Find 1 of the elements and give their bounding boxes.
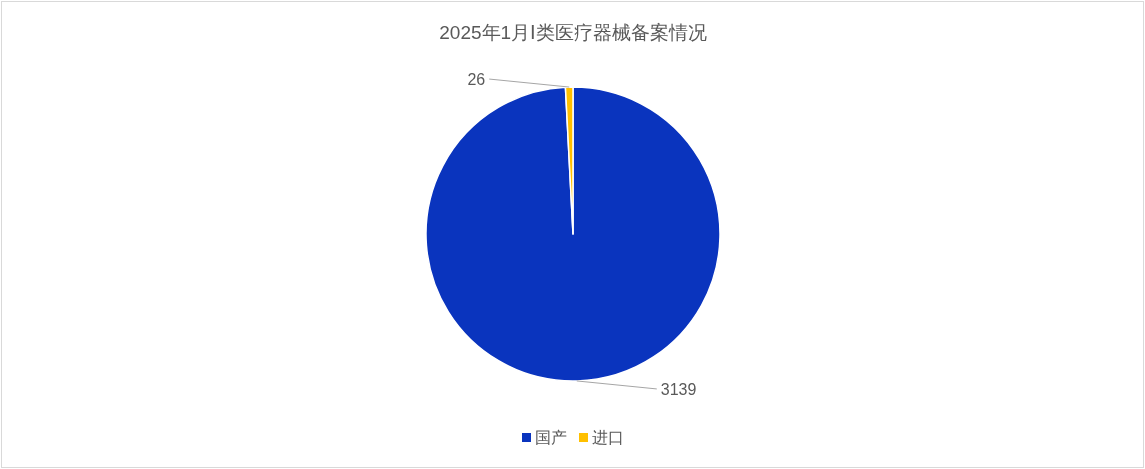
title: 2025年1月Ⅰ类医疗器械备案情况 <box>439 22 707 43</box>
